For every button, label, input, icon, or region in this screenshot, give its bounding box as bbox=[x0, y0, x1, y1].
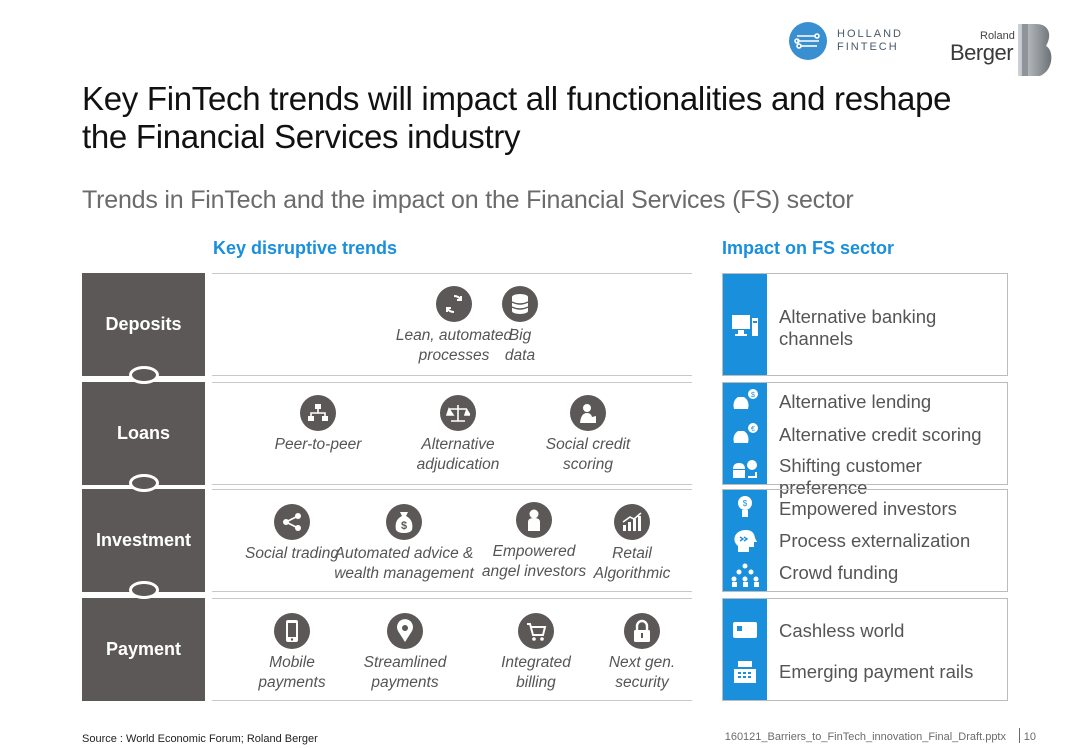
location-icon bbox=[387, 613, 423, 649]
impact-icon-bar: $ bbox=[723, 490, 767, 591]
roland-berger-logo: Roland Berger bbox=[950, 22, 1060, 78]
row-label-loans: Loans bbox=[82, 382, 205, 485]
impact-shifting-customer-preference: Shifting customer preference bbox=[779, 455, 922, 498]
trend-empowered-angel-investors: Empowered angel investors bbox=[474, 502, 594, 582]
impact-empowered-investors: Empowered investors bbox=[779, 498, 957, 519]
register-icon bbox=[730, 659, 760, 685]
impact-box-deposits: Alternative banking channels bbox=[722, 273, 1008, 376]
computer-icon bbox=[730, 312, 760, 338]
impact-crowd-funding: Crowd funding bbox=[779, 562, 899, 583]
investor-icon bbox=[516, 502, 552, 538]
holland-fintech-logo-icon bbox=[789, 22, 827, 60]
lock-icon bbox=[624, 613, 660, 649]
cart-icon bbox=[518, 613, 554, 649]
shopping-icon bbox=[730, 455, 760, 481]
money-bag-icon: $ bbox=[730, 387, 760, 413]
trend-label: Peer-to-peer bbox=[274, 436, 362, 453]
impact-emerging-payment-rails: Emerging payment rails bbox=[779, 661, 974, 682]
trend-mobile-payments: Mobile payments bbox=[242, 613, 342, 693]
trends-investment: Social trading $ Automated advice & weal… bbox=[212, 489, 692, 592]
logo-text-holland: HOLLAND bbox=[837, 28, 903, 40]
impact-box-loans: $ € Alternative lending Alternative cred… bbox=[722, 382, 1008, 498]
head-arrow-icon bbox=[730, 528, 760, 554]
header-impact-on-fs-sector: Impact on FS sector bbox=[722, 238, 895, 258]
header-key-disruptive-trends: Key disruptive trends bbox=[213, 238, 398, 258]
logo-text-berger: Berger bbox=[950, 40, 1014, 65]
logo-text-roland: Roland bbox=[980, 30, 1015, 42]
refresh-icon bbox=[436, 286, 472, 322]
trend-big-data: Big data bbox=[444, 286, 594, 366]
trend-lean-automated-processes: Lean, automated processes bbox=[379, 286, 529, 366]
share-icon bbox=[274, 504, 310, 540]
trends-loans: Peer-to-peer Alternative adjudication So… bbox=[212, 382, 692, 485]
trend-label: Social trading bbox=[245, 545, 339, 562]
trends-payment: Mobile payments Streamlined payments Int… bbox=[212, 598, 692, 701]
impact-icon-bar bbox=[723, 599, 767, 700]
trend-label: Streamlined payments bbox=[363, 654, 447, 691]
chart-icon bbox=[614, 504, 650, 540]
person-icon bbox=[570, 395, 606, 431]
trend-label: Automated advice & wealth management bbox=[334, 545, 474, 582]
dollar-bag-icon: $ bbox=[386, 504, 422, 540]
page-title: Key FinTech trends will impact all funct… bbox=[82, 80, 952, 155]
footer-filename: 160121_Barriers_to_FinTech_innovation_Fi… bbox=[724, 731, 1006, 743]
svg-text:$: $ bbox=[751, 392, 755, 399]
impact-box-investment: $ Empowered investors Process externaliz… bbox=[722, 489, 1008, 592]
trend-label: Next gen. security bbox=[608, 654, 676, 691]
puzzle-connector bbox=[129, 474, 159, 492]
trend-label: Lean, automated processes bbox=[395, 327, 513, 364]
trend-label: Mobile payments bbox=[258, 654, 326, 691]
impact-icon-bar bbox=[723, 274, 767, 375]
impact-alternative-credit-scoring: Alternative credit scoring bbox=[779, 424, 982, 445]
trend-peer-to-peer: Peer-to-peer bbox=[268, 395, 368, 455]
trend-label: Empowered angel investors bbox=[481, 543, 587, 580]
trend-alternative-adjudication: Alternative adjudication bbox=[398, 395, 518, 475]
trend-label: Integrated billing bbox=[501, 654, 571, 691]
lightbulb-icon: $ bbox=[730, 494, 760, 520]
svg-text:$: $ bbox=[401, 520, 407, 532]
trends-deposits: Lean, automated processes Big data bbox=[212, 273, 692, 376]
card-icon bbox=[730, 617, 760, 643]
scales-icon bbox=[440, 395, 476, 431]
impact-box-payment: Cashless world Emerging payment rails bbox=[722, 598, 1008, 701]
mobile-icon bbox=[274, 613, 310, 649]
row-label-payment: Payment bbox=[82, 598, 205, 701]
puzzle-connector bbox=[129, 581, 159, 599]
trend-label: Alternative adjudication bbox=[416, 436, 500, 473]
puzzle-connector bbox=[129, 366, 159, 384]
svg-text:$: $ bbox=[743, 499, 748, 508]
logo-text-fintech: FINTECH bbox=[837, 41, 899, 53]
row-label-investment: Investment bbox=[82, 489, 205, 592]
crowd-icon bbox=[730, 562, 760, 588]
trend-automated-advice: $ Automated advice & wealth management bbox=[329, 504, 479, 584]
footer-divider bbox=[1019, 728, 1020, 743]
database-icon bbox=[502, 286, 538, 322]
row-label-deposits: Deposits bbox=[82, 273, 205, 376]
trend-retail-algorithmic: Retail Algorithmic bbox=[582, 504, 682, 584]
network-icon bbox=[300, 395, 336, 431]
trend-integrated-billing: Integrated billing bbox=[486, 613, 586, 693]
holland-fintech-logo: HOLLAND FINTECH bbox=[789, 22, 909, 62]
impact-cashless-world: Cashless world bbox=[779, 620, 905, 641]
impact-alternative-banking-channels: Alternative banking channels bbox=[779, 306, 937, 349]
page-number: 10 bbox=[1023, 731, 1036, 743]
footer-source: Source : World Economic Forum; Roland Be… bbox=[82, 733, 318, 745]
trend-social-trading: Social trading bbox=[242, 504, 342, 564]
svg-text:€: € bbox=[751, 426, 755, 433]
impact-icon-bar: $ € bbox=[723, 383, 767, 484]
trend-label: Social credit scoring bbox=[545, 436, 631, 473]
impact-alternative-lending: Alternative lending bbox=[779, 391, 932, 412]
trend-label: Big data bbox=[504, 327, 536, 364]
money-bag-icon: € bbox=[730, 421, 760, 447]
roland-berger-b-icon bbox=[1018, 24, 1052, 76]
page-subtitle: Trends in FinTech and the impact on the … bbox=[82, 186, 854, 214]
impact-process-externalization: Process externalization bbox=[779, 530, 971, 551]
trend-streamlined-payments: Streamlined payments bbox=[355, 613, 455, 693]
trend-social-credit-scoring: Social credit scoring bbox=[528, 395, 648, 475]
trend-next-gen-security: Next gen. security bbox=[592, 613, 692, 693]
trend-label: Retail Algorithmic bbox=[593, 545, 671, 582]
